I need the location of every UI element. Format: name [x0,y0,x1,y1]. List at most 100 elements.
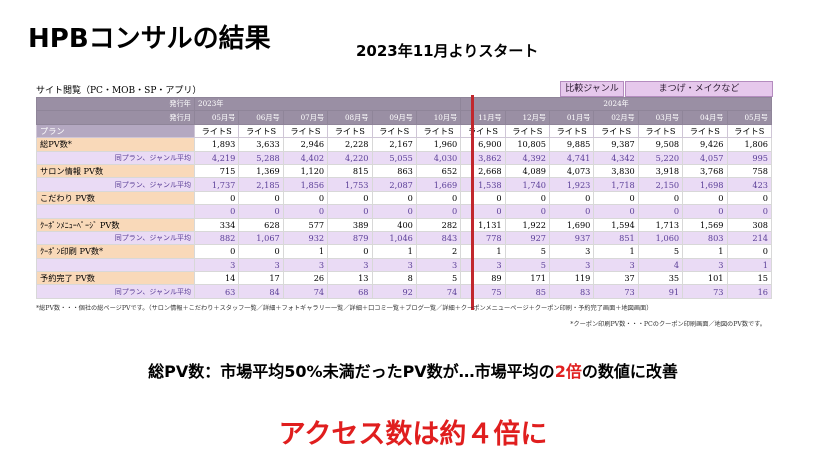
metric-value: 9,387 [593,137,639,152]
metric-value: 13 [327,271,373,286]
metric-value: 5 [504,244,551,259]
average-value: 1,060 [637,230,684,246]
metric-value: 3,918 [637,163,684,179]
metric-value: 1,960 [415,137,462,152]
average-value: 843 [415,230,462,246]
average-value: 3 [371,257,417,273]
metric-value: 1,120 [282,163,329,179]
average-row: 同プラン、ジャンル平均 4,219 5,288 4,402 4,220 5,055 4,03… [36,150,772,165]
average-value: 73 [593,284,639,299]
footnote-coupon-print: *クーポン印刷PV数・・・PCのクーポン印刷画面／地図のPV数です。 [570,321,766,328]
average-row: 同プラン、ジャンル平均 882 1,067 932 879 1,046 843 778 927 9… [36,230,772,246]
year-2023: 2023年 [193,96,462,112]
metric-value: 5 [415,271,462,286]
plan-cell: ライトS [593,123,639,139]
issue-cell: 10月号 [415,110,462,125]
average-value: 803 [682,230,728,246]
start-divider-line [471,95,474,310]
metric-value: 1 [282,244,329,259]
compare-genre-tag: 比較ジャンル [560,81,624,97]
average-value: 3 [193,257,240,273]
metric-value: 0 [726,244,772,259]
plan-cell: ライトS [682,123,728,139]
metric-row: サロン情報 PV数 715 1,369 1,120 815 863 652 2,668 4,08… [36,163,772,179]
average-value: 1,923 [548,177,595,192]
average-value: 5,288 [238,150,284,165]
average-value: 85 [504,284,551,299]
metric-value: 4,089 [504,163,551,179]
average-value: 214 [726,230,772,246]
average-value: 0 [726,204,772,219]
metric-value: 0 [726,190,772,206]
average-value: 4,342 [593,150,639,165]
average-value: 0 [371,204,417,219]
average-value: 995 [726,150,772,165]
metric-label: 予約完了 PV数 [36,271,195,286]
metric-value: 628 [238,217,284,232]
plan-row: プラン ライトS ライトS ライトS ライトS ライトS ライトS ライトS ライトS ライトS… [36,123,772,139]
plan-cell: ライトS [504,123,551,139]
average-value: 4,392 [504,150,551,165]
average-value: 5,055 [371,150,417,165]
average-value: 0 [282,204,329,219]
metric-value: 652 [415,163,462,179]
plan-cell: ライトS [193,123,240,139]
plan-cell: ライトS [327,123,373,139]
average-value: 2,087 [371,177,417,192]
issue-cell: 02月号 [593,110,639,125]
average-value: 3 [460,257,506,273]
average-value: 927 [504,230,551,246]
metric-value: 0 [327,190,373,206]
average-value: 1,737 [193,177,240,192]
average-value: 3,862 [460,150,506,165]
metric-value: 1,369 [238,163,284,179]
average-value: 778 [460,230,506,246]
footnote-total-pv: *総PV数・・・個社の総ページPVです。（サロン情報＋こだわり＋スタッフ一覧／詳… [36,305,653,312]
metric-value: 8 [371,271,417,286]
issue-cell: 12月号 [504,110,551,125]
average-row: 同プラン、ジャンル平均 63 84 74 68 92 74 75 85 83 73 91 73 16 [36,284,772,299]
metric-row: 総PV数* 1,893 3,633 2,946 2,228 2,167 1,960 6,900… [36,137,772,152]
year-row: 発行年 2023年 2024年 [36,96,772,112]
metric-value: 89 [460,271,506,286]
plan-cell: ライトS [548,123,595,139]
issue-cell: 03月号 [637,110,684,125]
average-value: 1,538 [460,177,506,192]
metric-value: 0 [193,244,240,259]
average-value: 3 [238,257,284,273]
metric-value: 1,893 [193,137,240,152]
average-value: 1,753 [327,177,373,192]
metric-value: 2,228 [327,137,373,152]
metric-value: 1 [682,244,728,259]
average-value: 4,030 [415,150,462,165]
metric-value: 9,508 [637,137,684,152]
average-label: 同プラン、ジャンル平均 [36,230,195,246]
average-label [36,204,195,219]
average-value: 1,669 [415,177,462,192]
metric-value: 4,073 [548,163,595,179]
issue-cell: 09月号 [371,110,417,125]
average-value: 1,046 [371,230,417,246]
average-value: 1,740 [504,177,551,192]
metric-value: 5 [637,244,684,259]
average-value: 0 [460,204,506,219]
average-value: 1,067 [238,230,284,246]
summary-pre: 総PV数：市場平均50%未満だったPV数が…市場平均の [148,362,555,381]
average-label: 同プラン、ジャンル平均 [36,284,195,299]
average-value: 75 [460,284,506,299]
average-value: 63 [193,284,240,299]
average-value: 1,856 [282,177,329,192]
average-value: 4,402 [282,150,329,165]
metric-value: 9,426 [682,137,728,152]
genre-tag: まつげ・メイクなど [625,81,773,97]
average-value: 73 [682,284,728,299]
page-title: HPBコンサルの結果 [28,24,271,54]
issue-row: 発行月 05月号 06月号 07月号 08月号 09月号 10月号 11月号 12月号 01月号… [36,110,772,125]
metric-value: 3 [548,244,595,259]
metric-value: 171 [504,271,551,286]
metric-value: 1 [460,244,506,259]
plan-cell: ライトS [415,123,462,139]
average-value: 1,718 [593,177,639,192]
average-value: 4,220 [327,150,373,165]
